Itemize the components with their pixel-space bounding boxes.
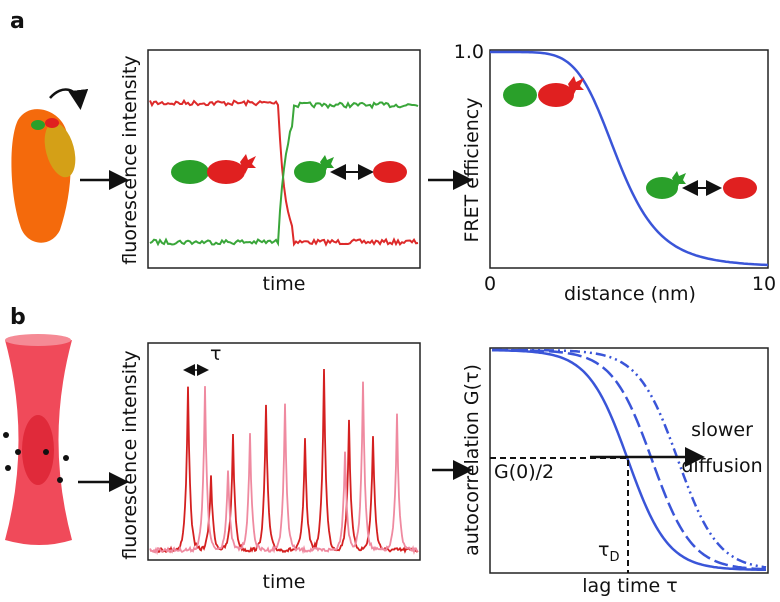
- trace-chart-frame: [147, 49, 421, 269]
- y-axis-label: FRET efficiency: [461, 98, 483, 243]
- half-label: G(0)/2: [494, 461, 554, 483]
- corr-curve: [492, 348, 767, 569]
- x-tick-label: 0: [484, 273, 496, 295]
- fret-pair-high: [171, 154, 256, 184]
- tau-symbol: τ: [598, 539, 609, 561]
- x-axis-label: time: [263, 571, 306, 593]
- panel-label: a: [10, 9, 25, 34]
- arrow-text: slower: [691, 419, 753, 441]
- burst-trace: [149, 368, 419, 554]
- half-guide: [490, 457, 629, 573]
- bursts: [149, 368, 419, 556]
- burst-chart-frame: [147, 342, 421, 561]
- tau-subscript: D: [609, 550, 619, 565]
- traces: [149, 98, 419, 247]
- trace: [149, 98, 419, 247]
- fret-chart-frame: [489, 49, 769, 269]
- corr-curve: [492, 348, 767, 571]
- x-axis-label: lag time τ: [582, 575, 677, 597]
- x-axis-label: distance (nm): [564, 283, 696, 305]
- x-axis-label: time: [263, 273, 306, 295]
- y-axis-label: fluorescence intensity: [119, 350, 141, 559]
- x-tick-label: 10: [752, 273, 776, 295]
- tau-d: τD: [598, 539, 619, 565]
- y-tick-label: 1.0: [454, 41, 484, 63]
- panel-label: b: [10, 305, 26, 330]
- y-axis-label: fluorescence intensity: [119, 55, 141, 264]
- burst-trace: [149, 381, 419, 556]
- arrow-text: diffusion: [681, 455, 762, 477]
- focus-icon: [3, 334, 72, 545]
- y-axis-label: autocorrelation G(τ): [461, 364, 483, 556]
- lag-symbol: τ: [210, 343, 221, 365]
- fret-pair-low: [294, 155, 407, 183]
- trace: [149, 101, 419, 247]
- fret-curve: [490, 50, 769, 267]
- fret-pair-high: [503, 76, 584, 107]
- fret-pair-low: [646, 171, 757, 199]
- protein-icon: [11, 88, 89, 243]
